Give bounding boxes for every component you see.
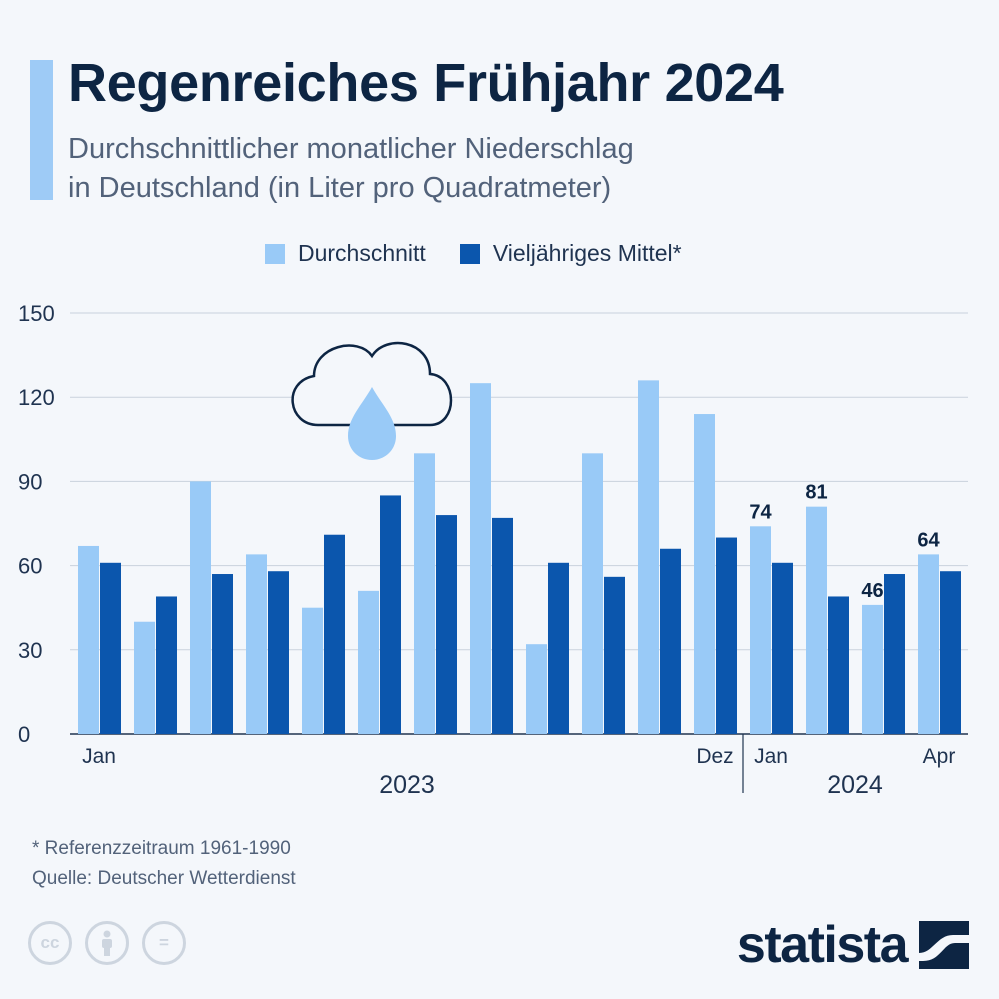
x-tick-label: Apr bbox=[923, 745, 956, 768]
data-label: 64 bbox=[917, 529, 940, 551]
bar-durchschnitt bbox=[638, 380, 659, 734]
legend-label-mittel: Vieljähriges Mittel* bbox=[492, 240, 682, 266]
cloud-rain-icon bbox=[291, 341, 453, 427]
bar-vieljaehriges-mittel bbox=[268, 571, 289, 734]
cc-icon[interactable]: cc bbox=[28, 921, 72, 965]
bar-vieljaehriges-mittel bbox=[548, 562, 569, 734]
bar-durchschnitt bbox=[862, 604, 883, 734]
bar-durchschnitt bbox=[526, 644, 547, 734]
y-tick-label: 0 bbox=[18, 722, 30, 747]
bar-durchschnitt bbox=[246, 554, 267, 734]
bar-vieljaehriges-mittel bbox=[156, 596, 177, 734]
footnote-text: * Referenzzeitraum 1961-1990 bbox=[32, 838, 291, 859]
statista-brand[interactable]: statista bbox=[737, 915, 969, 975]
bar-vieljaehriges-mittel bbox=[492, 517, 513, 734]
title-accent-bar bbox=[30, 60, 53, 200]
x-tick-label: Jan bbox=[82, 745, 116, 768]
y-tick-label: 120 bbox=[18, 385, 55, 410]
x-tick-label: Dez bbox=[696, 745, 733, 768]
y-tick-label: 90 bbox=[18, 469, 42, 494]
statista-logo-icon bbox=[919, 921, 969, 969]
y-tick-label: 60 bbox=[18, 554, 42, 579]
legend-swatch-dark bbox=[459, 243, 480, 264]
bar-durchschnitt bbox=[358, 590, 379, 734]
legend-swatch-light bbox=[265, 243, 285, 264]
chart-subtitle: Durchschnittlicher monatlicher Niedersch… bbox=[68, 130, 828, 208]
bar-durchschnitt bbox=[190, 481, 211, 734]
bar-durchschnitt bbox=[918, 554, 939, 734]
bar-vieljaehriges-mittel bbox=[436, 515, 457, 734]
person-icon[interactable] bbox=[85, 921, 129, 965]
brand-name: statista bbox=[736, 916, 909, 974]
data-label: 46 bbox=[861, 580, 883, 602]
data-label: 81 bbox=[805, 482, 827, 504]
raindrop-icon bbox=[348, 387, 396, 460]
bar-durchschnitt bbox=[694, 414, 715, 734]
subtitle-line-2: in Deutschland (in Liter pro Quadratmete… bbox=[68, 172, 612, 204]
year-group-label: 2023 bbox=[379, 771, 435, 799]
bar-durchschnitt bbox=[470, 383, 491, 734]
year-group-label: 2024 bbox=[827, 771, 883, 799]
bar-vieljaehriges-mittel bbox=[212, 574, 233, 734]
bar-vieljaehriges-mittel bbox=[828, 596, 849, 734]
legend-label-durchschnitt: Durchschnitt bbox=[298, 240, 426, 266]
bar-vieljaehriges-mittel bbox=[940, 571, 961, 734]
bar-durchschnitt bbox=[582, 453, 603, 734]
legend-item-durchschnitt: Durchschnitt bbox=[265, 240, 426, 267]
data-label: 74 bbox=[749, 501, 772, 523]
bar-vieljaehriges-mittel bbox=[100, 562, 121, 734]
bar-durchschnitt bbox=[78, 545, 99, 734]
bar-vieljaehriges-mittel bbox=[324, 534, 345, 734]
bar-vieljaehriges-mittel bbox=[660, 548, 681, 734]
bar-vieljaehriges-mittel bbox=[884, 574, 905, 734]
y-tick-label: 150 bbox=[18, 301, 55, 326]
chart-title: Regenreiches Frühjahr 2024 bbox=[68, 53, 784, 113]
legend-item-mittel: Vieljähriges Mittel* bbox=[459, 240, 682, 267]
x-tick-label: Jan bbox=[754, 745, 788, 768]
bar-vieljaehriges-mittel bbox=[380, 495, 401, 734]
bar-vieljaehriges-mittel bbox=[772, 562, 793, 734]
subtitle-line-1: Durchschnittlicher monatlicher Niedersch… bbox=[68, 133, 634, 165]
footnote-block: * Referenzzeitraum 1961-1990 Quelle: Deu… bbox=[32, 834, 296, 894]
bar-durchschnitt bbox=[134, 621, 155, 734]
equals-icon[interactable]: = bbox=[142, 921, 186, 965]
source-text: Quelle: Deutscher Wetterdienst bbox=[32, 868, 296, 889]
bar-chart: 0 30 60 90 120 150 Jan Dez 74 Jan 81 46 64 Apr 2023 202… bbox=[18, 301, 968, 799]
bar-durchschnitt bbox=[806, 506, 827, 734]
license-icons: cc = bbox=[28, 921, 199, 965]
bar-vieljaehriges-mittel bbox=[604, 576, 625, 734]
bar-durchschnitt bbox=[750, 526, 771, 734]
bar-durchschnitt bbox=[302, 607, 323, 734]
y-tick-label: 30 bbox=[18, 638, 42, 663]
chart-legend: Durchschnitt Vieljähriges Mittel* bbox=[265, 240, 716, 267]
bar-durchschnitt bbox=[414, 453, 435, 734]
bar-vieljaehriges-mittel bbox=[716, 537, 737, 734]
person-icon-glyph bbox=[102, 930, 112, 956]
